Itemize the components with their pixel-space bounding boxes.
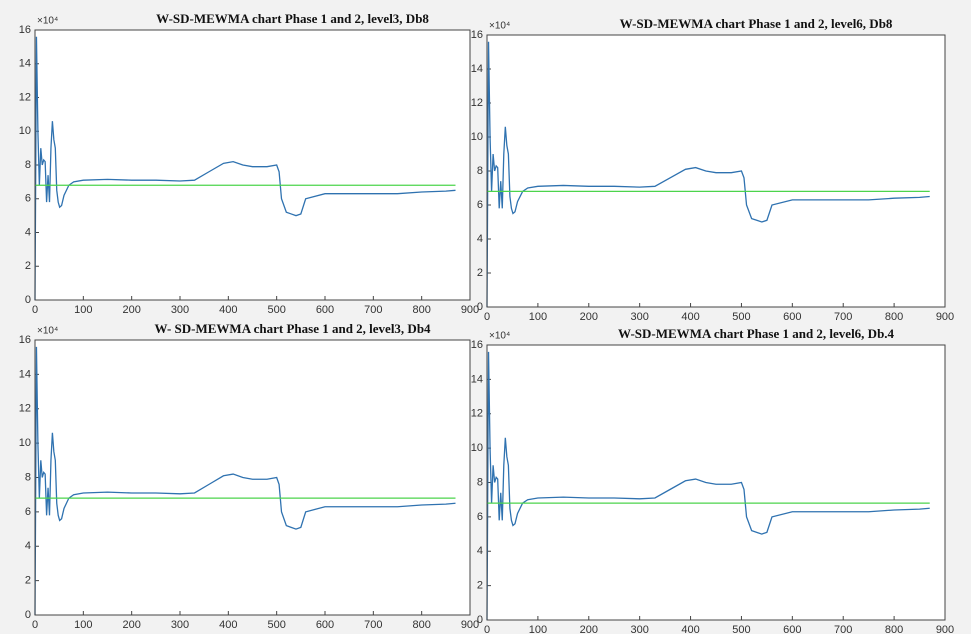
data-line (486, 41, 930, 308)
axes-box (34, 339, 471, 616)
y-tick-label: 10 (19, 437, 31, 449)
x-tick-label: 400 (219, 619, 237, 631)
chart-title: W-SD-MEWMA chart Phase 1 and 2, level6, … (618, 326, 895, 341)
axes-box (486, 344, 946, 621)
axes-box (34, 29, 471, 301)
x-tick-label: 400 (219, 304, 237, 316)
y-tick-label: 16 (19, 24, 31, 36)
x-tick-label: 300 (630, 311, 648, 323)
y-tick-label: 4 (477, 233, 483, 245)
data-line (486, 351, 930, 621)
x-tick-label: 700 (834, 624, 852, 634)
x-tick-label: 100 (529, 311, 547, 323)
y-tick-label: 8 (25, 471, 31, 483)
y-tick-label: 16 (19, 334, 31, 346)
y-multiplier: ×10⁴ (37, 16, 58, 27)
y-tick-label: 0 (25, 294, 31, 306)
x-tick-label: 200 (580, 624, 598, 634)
data-line (34, 36, 456, 301)
x-tick-label: 300 (171, 619, 189, 631)
y-tick-label: 12 (471, 408, 483, 420)
x-tick-label: 800 (412, 304, 430, 316)
y-tick-label: 10 (471, 131, 483, 143)
x-tick-label: 0 (32, 304, 38, 316)
y-tick-label: 4 (477, 545, 483, 557)
x-tick-label: 500 (267, 304, 285, 316)
y-tick-label: 14 (471, 373, 483, 385)
x-tick-label: 800 (885, 624, 903, 634)
y-tick-label: 8 (477, 476, 483, 488)
y-tick-label: 16 (471, 339, 483, 351)
x-tick-label: 100 (529, 624, 547, 634)
y-tick-label: 6 (477, 199, 483, 211)
x-tick-label: 200 (122, 304, 140, 316)
x-tick-label: 200 (580, 311, 598, 323)
x-tick-label: 0 (484, 311, 490, 323)
y-tick-label: 2 (477, 267, 483, 279)
y-tick-label: 10 (19, 125, 31, 137)
y-tick-label: 14 (19, 58, 31, 70)
x-tick-label: 500 (732, 624, 750, 634)
y-tick-label: 12 (19, 91, 31, 103)
x-tick-label: 700 (364, 619, 382, 631)
x-tick-label: 100 (74, 619, 92, 631)
y-tick-label: 4 (25, 226, 31, 238)
y-tick-label: 2 (25, 575, 31, 587)
y-multiplier: ×10⁴ (489, 331, 510, 342)
x-tick-label: 0 (484, 624, 490, 634)
x-tick-label: 0 (32, 619, 38, 631)
y-tick-label: 0 (477, 301, 483, 313)
x-tick-label: 900 (936, 624, 954, 634)
data-line (34, 346, 456, 616)
x-tick-label: 300 (171, 304, 189, 316)
x-tick-label: 900 (461, 619, 479, 631)
y-tick-label: 2 (25, 260, 31, 272)
x-tick-label: 700 (364, 304, 382, 316)
y-tick-label: 6 (25, 506, 31, 518)
chart-title: W- SD-MEWMA chart Phase 1 and 2, level3,… (154, 321, 431, 336)
x-tick-label: 400 (681, 624, 699, 634)
chart-title: W-SD-MEWMA chart Phase 1 and 2, level3, … (156, 11, 429, 26)
plot-area (35, 340, 470, 615)
y-tick-label: 2 (477, 580, 483, 592)
x-tick-label: 600 (783, 624, 801, 634)
y-tick-label: 12 (471, 97, 483, 109)
plot-area (35, 30, 470, 300)
axes-box (486, 34, 946, 308)
x-tick-label: 300 (630, 624, 648, 634)
plot-area (487, 345, 945, 620)
plot-area (487, 35, 945, 307)
chart-title: W-SD-MEWMA chart Phase 1 and 2, level6, … (620, 16, 893, 31)
y-tick-label: 16 (471, 29, 483, 41)
x-tick-label: 800 (412, 619, 430, 631)
y-multiplier: ×10⁴ (37, 326, 58, 337)
x-tick-label: 400 (681, 311, 699, 323)
y-tick-label: 12 (19, 403, 31, 415)
x-tick-label: 600 (783, 311, 801, 323)
x-tick-label: 500 (267, 619, 285, 631)
y-tick-label: 6 (25, 193, 31, 205)
y-tick-label: 4 (25, 540, 31, 552)
y-tick-label: 8 (25, 159, 31, 171)
y-multiplier: ×10⁴ (489, 21, 510, 32)
x-tick-label: 700 (834, 311, 852, 323)
x-tick-label: 200 (122, 619, 140, 631)
y-tick-label: 6 (477, 511, 483, 523)
y-tick-label: 8 (477, 165, 483, 177)
x-tick-label: 100 (74, 304, 92, 316)
x-tick-label: 900 (461, 304, 479, 316)
y-tick-label: 10 (471, 442, 483, 454)
x-tick-label: 600 (316, 304, 334, 316)
x-tick-label: 500 (732, 311, 750, 323)
y-tick-label: 0 (25, 609, 31, 621)
y-tick-label: 14 (471, 63, 483, 75)
x-tick-label: 600 (316, 619, 334, 631)
y-tick-label: 0 (477, 614, 483, 626)
x-tick-label: 900 (936, 311, 954, 323)
y-tick-label: 14 (19, 368, 31, 380)
x-tick-label: 800 (885, 311, 903, 323)
